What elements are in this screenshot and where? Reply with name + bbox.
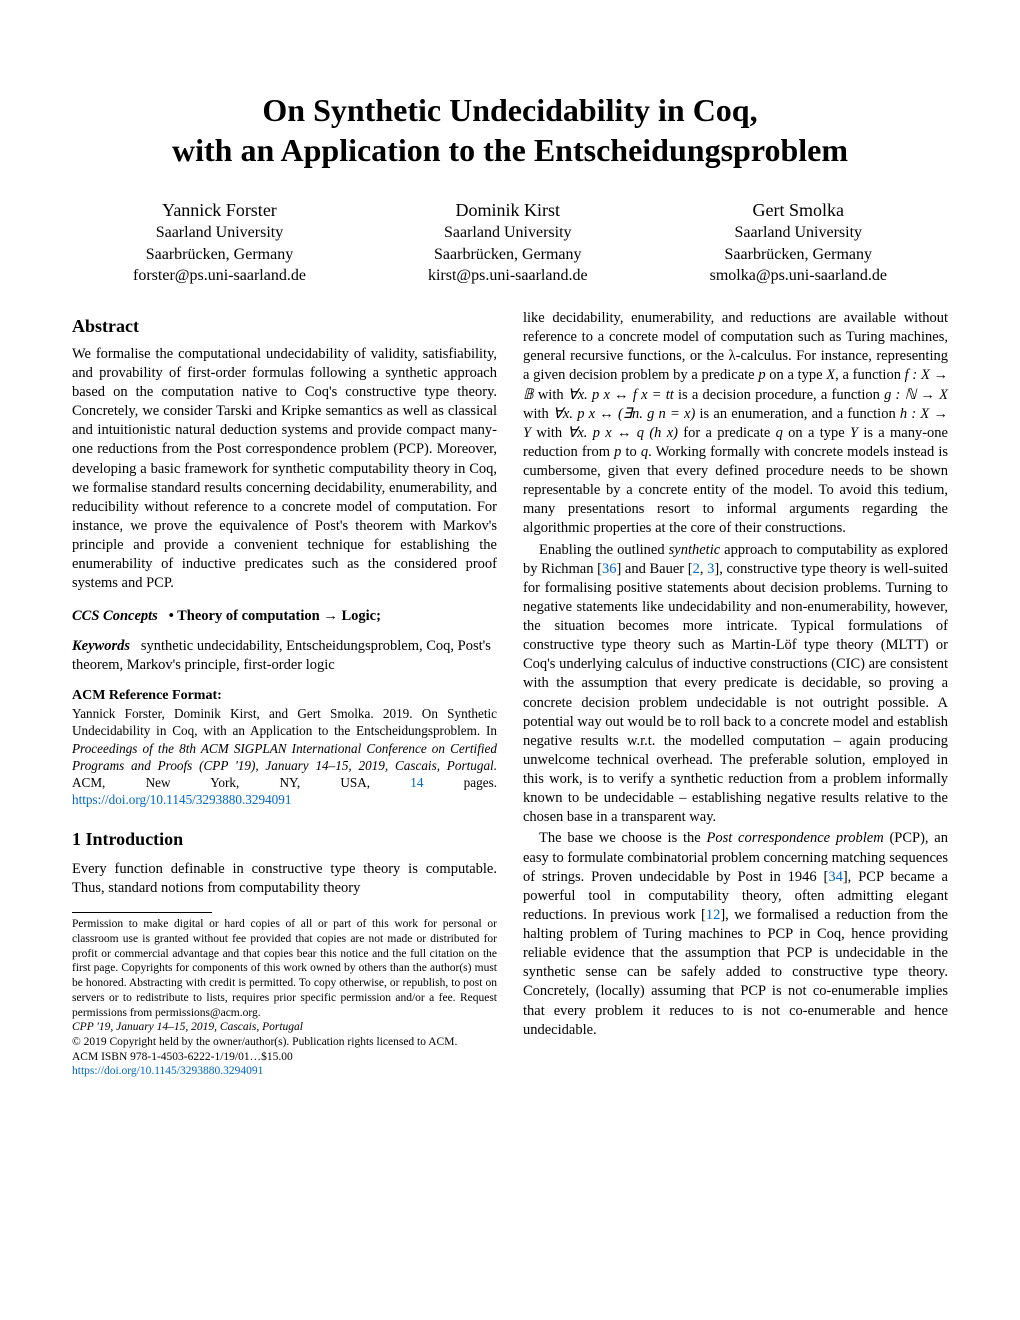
- author-email: smolka@ps.uni-saarland.de: [710, 265, 887, 287]
- author-loc: Saarbrücken, Germany: [710, 244, 887, 266]
- text-run: is an enumeration, and a function: [695, 406, 900, 422]
- footnote-isbn: ACM ISBN 978-1-4503-6222-1/19/01…$15.00: [72, 1051, 293, 1063]
- author-loc: Saarbrücken, Germany: [133, 244, 306, 266]
- math-Y: Y: [850, 425, 858, 441]
- text-run: on a type: [783, 425, 850, 441]
- text-run: ], we formalised a reduction from the ha…: [523, 907, 948, 1038]
- ccs-text: • Theory of computation → Logic;: [169, 608, 381, 624]
- authors-row: Yannick Forster Saarland University Saar…: [72, 198, 948, 287]
- text-run: on a type: [766, 367, 827, 383]
- abstract-heading: Abstract: [72, 315, 497, 339]
- col2-para-2: Enabling the outlined synthetic approach…: [523, 541, 948, 828]
- keywords-label: Keywords: [72, 638, 130, 654]
- author-affil: Saarland University: [428, 222, 588, 244]
- abstract-text: We formalise the computational undecidab…: [72, 345, 497, 594]
- math-q: q: [776, 425, 783, 441]
- doi-link[interactable]: https://doi.org/10.1145/3293880.3294091: [72, 792, 291, 807]
- author-affil: Saarland University: [710, 222, 887, 244]
- title-line-2: with an Application to the Entscheidungs…: [172, 132, 848, 168]
- left-column: Abstract We formalise the computational …: [72, 309, 497, 1079]
- ref-text-part: Yannick Forster, Dominik Kirst, and Gert…: [72, 706, 497, 738]
- italic-run: synthetic: [669, 542, 721, 558]
- author-loc: Saarbrücken, Germany: [428, 244, 588, 266]
- title-line-1: On Synthetic Undecidability in Coq,: [262, 92, 757, 128]
- author-block: Yannick Forster Saarland University Saar…: [133, 198, 306, 287]
- ref-format-label: ACM Reference Format:: [72, 687, 497, 705]
- paper-page: On Synthetic Undecidability in Coq, with…: [0, 0, 1020, 1320]
- col2-para-3: The base we choose is the Post correspon…: [523, 829, 948, 1039]
- intro-heading: 1 Introduction: [72, 828, 497, 852]
- text-run: for a predicate: [678, 425, 776, 441]
- citation[interactable]: 34: [828, 869, 843, 885]
- text-run: The base we choose is the: [539, 830, 707, 846]
- text-run: ], constructive type theory is well-suit…: [523, 561, 948, 826]
- text-run: Enabling the outlined: [539, 542, 669, 558]
- author-name: Dominik Kirst: [428, 198, 588, 222]
- ref-text-part: pages.: [423, 775, 497, 790]
- two-column-body: Abstract We formalise the computational …: [72, 309, 948, 1079]
- math-p: p: [758, 367, 765, 383]
- footnote-block: Permission to make digital or hard copie…: [72, 917, 497, 1079]
- text-run: ] and Bauer [: [616, 561, 692, 577]
- math-g: g : ℕ → X: [884, 387, 948, 403]
- footnote-rule: [72, 912, 212, 913]
- text-run: is a decision procedure, a function: [674, 387, 884, 403]
- text-run: to: [621, 444, 640, 460]
- text-run: with: [534, 387, 568, 403]
- ref-format-text: Yannick Forster, Dominik Kirst, and Gert…: [72, 705, 497, 808]
- author-email: forster@ps.uni-saarland.de: [133, 265, 306, 287]
- keywords-text: synthetic undecidability, Entscheidungsp…: [72, 638, 491, 673]
- math-red: ∀x. p x ↔ q (h x): [567, 425, 678, 441]
- keywords: Keywords synthetic undecidability, Entsc…: [72, 637, 497, 675]
- author-email: kirst@ps.uni-saarland.de: [428, 265, 588, 287]
- ref-pages: 14: [410, 775, 423, 790]
- author-block: Gert Smolka Saarland University Saarbrüc…: [710, 198, 887, 287]
- ref-text-italic: Proceedings of the 8th ACM SIGPLAN Inter…: [72, 741, 497, 773]
- text-run: , a function: [835, 367, 905, 383]
- paper-title: On Synthetic Undecidability in Coq, with…: [72, 90, 948, 170]
- footnote-permission: Permission to make digital or hard copie…: [72, 918, 497, 1018]
- author-affil: Saarland University: [133, 222, 306, 244]
- citation[interactable]: 36: [602, 561, 617, 577]
- italic-run: Post correspondence problem: [707, 830, 884, 846]
- text-run: with: [531, 425, 567, 441]
- text-run: with: [523, 406, 553, 422]
- citation[interactable]: 12: [706, 907, 721, 923]
- citation[interactable]: 2: [693, 561, 700, 577]
- ccs-label: CCS Concepts: [72, 608, 158, 624]
- math-dec: ∀x. p x ↔ f x = tt: [568, 387, 674, 403]
- author-block: Dominik Kirst Saarland University Saarbr…: [428, 198, 588, 287]
- intro-para-1: Every function definable in constructive…: [72, 860, 497, 898]
- footnote-doi-link[interactable]: https://doi.org/10.1145/3293880.3294091: [72, 1065, 263, 1077]
- ccs-concepts: CCS Concepts • Theory of computation → L…: [72, 607, 497, 626]
- author-name: Yannick Forster: [133, 198, 306, 222]
- math-X: X: [826, 367, 835, 383]
- author-name: Gert Smolka: [710, 198, 887, 222]
- ref-text-part: ACM, New York, NY, USA,: [72, 775, 410, 790]
- footnote-copyright: © 2019 Copyright held by the owner/autho…: [72, 1036, 457, 1048]
- footnote-conference: CPP '19, January 14–15, 2019, Cascais, P…: [72, 1021, 303, 1033]
- right-column: like decidability, enumerability, and re…: [523, 309, 948, 1079]
- math-enum: ∀x. p x ↔ (∃n. g n = x): [553, 406, 695, 422]
- col2-para-1: like decidability, enumerability, and re…: [523, 309, 948, 539]
- acm-reference-format: ACM Reference Format: Yannick Forster, D…: [72, 687, 497, 808]
